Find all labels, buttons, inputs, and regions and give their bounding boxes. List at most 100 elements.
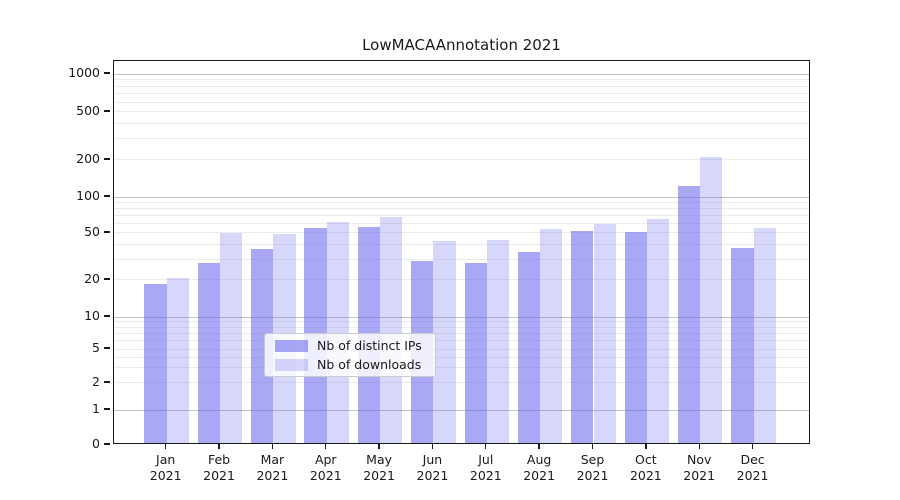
bar-downloads [166, 278, 189, 443]
bar-distinct-ips [251, 249, 274, 443]
legend-label-distinct-ips: Nb of distinct IPs [317, 338, 422, 353]
minor-gridline [114, 223, 809, 225]
major-gridline [114, 196, 809, 198]
y-axis-tick [104, 110, 110, 112]
bar-downloads [540, 228, 563, 443]
minor-gridline [114, 326, 809, 328]
y-tick-label: 500 [76, 102, 100, 118]
x-axis-tick [218, 444, 220, 449]
y-tick-label: 100 [76, 188, 100, 203]
bar-distinct-ips [571, 231, 594, 443]
bar-distinct-ips [731, 247, 754, 443]
bar-downloads [753, 227, 776, 443]
minor-gridline [114, 243, 809, 245]
x-axis-tick [271, 444, 274, 449]
minor-gridline [114, 321, 809, 323]
x-tick-year: 2021 [256, 468, 289, 483]
minor-gridline [114, 279, 809, 281]
minor-gridline [114, 332, 809, 334]
y-axis-tick [104, 347, 110, 349]
minor-gridline [114, 111, 809, 113]
major-gridline [114, 316, 809, 318]
x-axis-tick [645, 444, 647, 449]
y-axis-tick [104, 443, 110, 445]
bar-distinct-ips [144, 283, 167, 443]
y-axis-tick [104, 231, 110, 233]
x-tick-label: Jun 2021 [392, 452, 472, 484]
bar-downloads [593, 224, 616, 443]
minor-gridline [114, 215, 809, 217]
y-axis-tick [104, 408, 110, 410]
x-tick-year: 2021 [149, 468, 182, 483]
minor-gridline [114, 348, 809, 350]
x-tick-year: 2021 [629, 468, 662, 483]
x-tick-year: 2021 [683, 468, 716, 483]
x-tick-label: Aug 2021 [499, 452, 579, 484]
bar-distinct-ips [677, 185, 701, 443]
bar-downloads [326, 221, 350, 443]
bar-distinct-ips [197, 262, 221, 443]
x-axis-tick [165, 444, 167, 449]
x-axis-tick [431, 444, 434, 449]
chart-title: LowMACAAnnotation 2021 [362, 36, 561, 54]
bar-distinct-ips [624, 232, 647, 443]
y-tick-label: 2 [92, 373, 100, 389]
x-tick-year: 2021 [736, 468, 769, 483]
x-tick-label: Mar 2021 [232, 452, 312, 484]
x-tick-year: 2021 [309, 468, 342, 483]
x-tick-month: Feb [207, 452, 231, 467]
y-axis-tick [104, 315, 110, 317]
y-axis-tick [104, 158, 110, 160]
y-axis-tick [104, 195, 110, 197]
x-tick-month: Oct [635, 452, 657, 467]
minor-gridline [114, 340, 809, 342]
legend-swatch-distinct-ips [275, 339, 308, 352]
y-axis-tick [104, 381, 110, 383]
x-tick-month: Nov [686, 452, 712, 467]
bar-distinct-ips [517, 252, 541, 443]
minor-gridline [114, 79, 809, 81]
x-axis-tick [485, 444, 487, 449]
x-tick-label: May 2021 [339, 452, 419, 484]
x-tick-label: Sep 2021 [553, 452, 633, 484]
y-axis-tick [104, 72, 110, 74]
x-axis-tick [591, 444, 594, 449]
legend-swatch-downloads [275, 358, 308, 371]
minor-gridline [114, 367, 809, 369]
legend: Nb of distinct IPs Nb of downloads [264, 333, 436, 377]
x-tick-month: Apr [314, 452, 337, 467]
minor-gridline [114, 201, 809, 203]
bar-downloads [486, 239, 510, 443]
minor-gridline [114, 232, 809, 234]
x-tick-label: Apr 2021 [286, 452, 366, 484]
x-tick-month: Aug [526, 452, 552, 467]
y-tick-label: 10 [84, 308, 100, 323]
minor-gridline [114, 85, 809, 87]
major-gridline [114, 73, 809, 75]
minor-gridline [114, 208, 809, 210]
x-tick-year: 2021 [469, 468, 502, 483]
minor-gridline [114, 356, 809, 358]
y-tick-label: 1000 [68, 65, 100, 81]
minor-gridline [114, 138, 809, 140]
legend-item-distinct-ips: Nb of distinct IPs [265, 338, 435, 353]
y-tick-label: 200 [76, 150, 100, 166]
x-tick-month: Mar [260, 452, 285, 467]
y-tick-label: 5 [92, 340, 100, 355]
x-tick-year: 2021 [416, 468, 449, 483]
x-tick-month: Sep [580, 452, 605, 467]
x-tick-year: 2021 [576, 468, 609, 483]
bar-downloads [380, 216, 403, 443]
x-tick-month: Jun [422, 452, 443, 467]
minor-gridline [114, 258, 809, 260]
x-tick-month: Dec [740, 452, 765, 467]
minor-gridline [114, 159, 809, 161]
x-tick-year: 2021 [523, 468, 556, 483]
minor-gridline [114, 101, 809, 103]
x-tick-label: Jul 2021 [446, 452, 526, 484]
y-axis-tick [104, 278, 110, 280]
x-tick-label: Feb 2021 [179, 452, 259, 484]
y-tick-label: 0 [92, 436, 100, 451]
x-tick-label: Jan 2021 [126, 452, 206, 484]
